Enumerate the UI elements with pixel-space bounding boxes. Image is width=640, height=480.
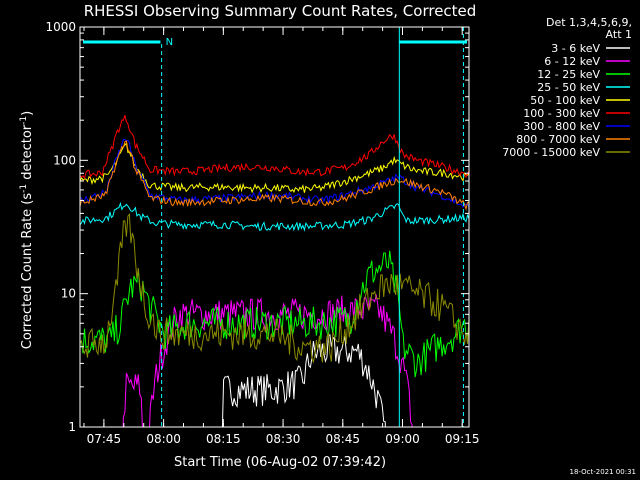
series-line-8 xyxy=(80,212,469,364)
legend-label: 50 - 100 keV xyxy=(530,94,600,107)
legend-label: 6 - 12 keV xyxy=(544,55,600,68)
x-tick-label: 08:45 xyxy=(325,432,360,446)
plot-frame xyxy=(79,26,470,428)
series-line-0 xyxy=(221,334,386,427)
chart-title: RHESSI Observing Summary Count Rates, Co… xyxy=(84,2,477,20)
x-tick-label: 09:00 xyxy=(385,432,420,446)
y-tick-label: 1 xyxy=(68,420,76,434)
series-line-3 xyxy=(80,201,469,232)
legend-label: 800 - 7000 keV xyxy=(516,133,600,146)
night-label: N xyxy=(166,37,173,48)
x-axis-label: Start Time (06-Aug-02 07:39:42) xyxy=(174,455,386,470)
legend-header-line1: Det 1,3,4,5,6,9, xyxy=(546,16,632,29)
legend-label: 7000 - 15000 keV xyxy=(502,146,600,159)
x-tick-label: 09:15 xyxy=(445,432,480,446)
legend-label: 12 - 25 keV xyxy=(537,68,600,81)
legend-label: 300 - 800 keV xyxy=(523,120,600,133)
x-tick-label: 08:15 xyxy=(206,432,241,446)
legend-label: 100 - 300 keV xyxy=(523,107,600,120)
y-tick-label: 1000 xyxy=(45,20,76,34)
y-tick-label: 10 xyxy=(61,287,76,301)
series-line-1 xyxy=(122,294,413,427)
legend-label: 3 - 6 keV xyxy=(551,42,600,55)
legend-header-line2: Att 1 xyxy=(606,28,632,41)
x-tick-label: 07:45 xyxy=(87,432,122,446)
series-line-5 xyxy=(80,114,469,180)
y-tick-label: 100 xyxy=(53,153,76,167)
x-tick-label: 08:00 xyxy=(146,432,181,446)
y-axis-label: Corrected Count Rate (s-1 detector-1) xyxy=(19,111,35,349)
x-tick-label: 08:30 xyxy=(266,432,301,446)
series-line-7 xyxy=(80,140,469,211)
legend-label: 25 - 50 keV xyxy=(537,81,600,94)
timestamp: 18-Oct-2021 00:31 xyxy=(570,468,636,476)
